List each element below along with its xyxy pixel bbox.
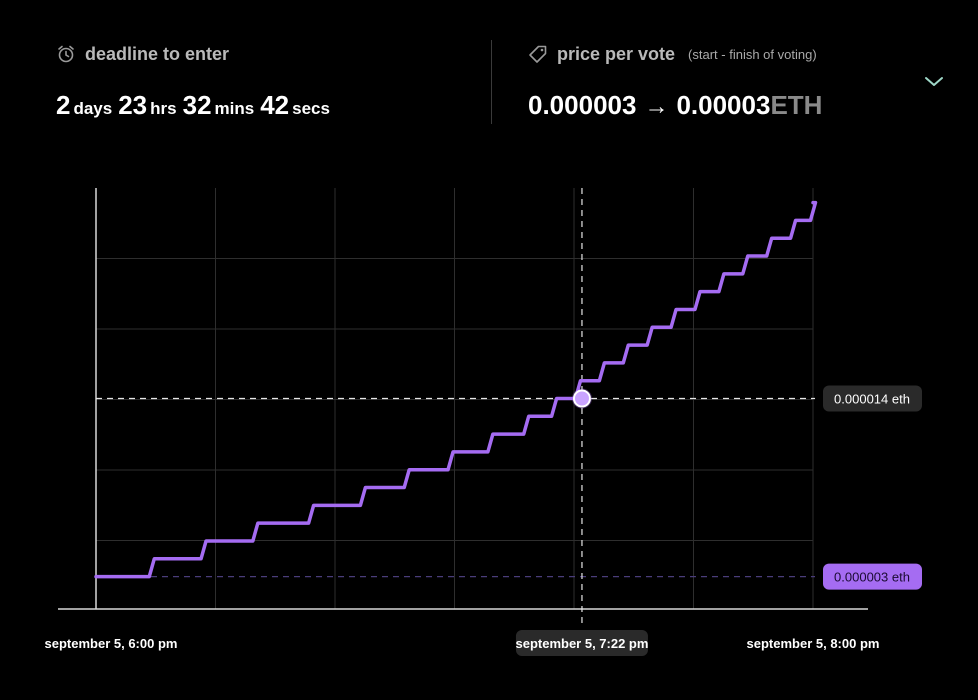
countdown: 2 days 23 hrs 32 mins 42 secs xyxy=(56,90,336,121)
countdown-secs: 42 xyxy=(260,90,290,120)
x-tick-label-current: september 5, 7:22 pm xyxy=(515,636,648,651)
countdown-hours: 23 xyxy=(118,90,148,120)
countdown-mins-unit: mins xyxy=(214,99,255,118)
deadline-label: deadline to enter xyxy=(85,43,230,64)
header-divider xyxy=(491,40,492,124)
price-arrow: → xyxy=(644,93,669,120)
price-sublabel: (start - finish of voting) xyxy=(688,46,817,62)
x-tick-label-end: september 5, 8:00 pm xyxy=(747,636,880,651)
start-value-label: 0.000003 eth xyxy=(834,570,910,585)
price-start: 0.000003 xyxy=(528,90,637,120)
alarm-clock-icon xyxy=(58,45,74,63)
price-range: 0.000003 → 0.00003 ETH xyxy=(528,90,822,121)
countdown-hours-unit: hrs xyxy=(150,99,177,118)
x-tick-label-start: september 5, 6:00 pm xyxy=(45,636,178,651)
price-section: price per vote (start - finish of voting… xyxy=(528,40,822,121)
countdown-days: 2 xyxy=(56,90,71,120)
price-unit: ETH xyxy=(770,90,823,120)
price-label: price per vote xyxy=(557,43,676,64)
countdown-days-unit: days xyxy=(73,99,113,118)
countdown-secs-unit: secs xyxy=(292,99,330,118)
chevron-down-icon[interactable] xyxy=(922,72,946,92)
countdown-mins: 32 xyxy=(182,90,212,120)
price-finish: 0.00003 xyxy=(676,90,771,120)
current-value-label: 0.000014 eth xyxy=(834,392,910,407)
start-value-badge xyxy=(823,563,922,590)
current-point xyxy=(572,389,591,408)
deadline-section: deadline to enter 2 days 23 hrs 32 mins … xyxy=(56,40,336,121)
current-time-badge xyxy=(515,630,648,656)
price-series-line xyxy=(94,200,818,579)
current-value-badge xyxy=(823,385,922,412)
price-tag-icon xyxy=(529,45,547,63)
